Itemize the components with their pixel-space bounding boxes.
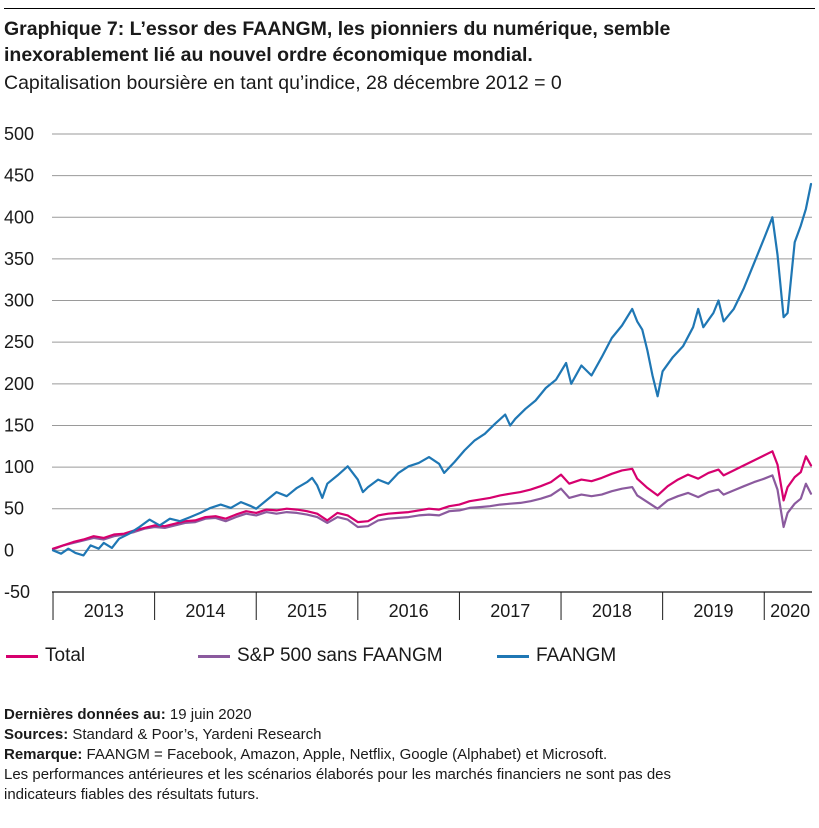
y-tick-label: -50 [4,582,30,602]
note-sources-label: Sources: [4,726,69,743]
note-remark: Remarque: FAANGM = Facebook, Amazon, App… [4,745,814,765]
line-chart: -50 0 50 100 150 200 250 300 350 400 450 500 2013 201… [4,124,813,621]
legend-swatch-faangm [497,654,529,658]
x-tick-label: 2014 [185,601,225,621]
note-sources-value: Standard & Poor’s, Yardeni Research [68,726,322,743]
legend-label-sp500: S&P 500 sans FAANGM [237,645,443,666]
series-line-faangm [51,182,813,557]
legend-swatch-sp500 [198,654,230,658]
x-tick-label: 2013 [84,601,124,621]
legend: Total S&P 500 sans FAANGM FAANGM [0,645,819,671]
legend-item-sp500: S&P 500 sans FAANGM [198,645,443,667]
x-tick-label: 2019 [693,601,733,621]
legend-label-total: Total [45,645,86,666]
top-rule [4,8,815,9]
x-tick-label: 2020 [770,601,810,621]
y-tick-label: 0 [4,540,14,560]
note-remark-label: Remarque: [4,746,83,763]
chart-title: Graphique 7: L’essor des FAANGM, les pio… [4,18,671,66]
note-last-data-value: 19 juin 2020 [165,706,252,723]
x-tick-label: 2018 [592,601,632,621]
note-remark-value: FAANGM = Facebook, Amazon, Apple, Netfli… [82,746,608,763]
footnotes: Dernières données au: 19 juin 2020 Sourc… [4,705,814,805]
legend-item-total: Total [6,645,85,667]
legend-item-faangm: FAANGM [497,645,616,667]
y-tick-label: 250 [4,332,34,352]
note-disclaimer-1: Les performances antérieures et les scén… [4,766,672,783]
legend-swatch-total [6,654,38,658]
note-last-data-label: Dernières données au: [4,706,166,723]
y-tick-label: 450 [4,166,34,186]
note-disclaimer-2: indicateurs fiables des résultats futurs… [4,786,260,803]
y-tick-label: 150 [4,415,34,435]
y-tick-label: 300 [4,291,34,311]
note-sources: Sources: Standard & Poor’s, Yardeni Rese… [4,725,814,745]
series-line-total [51,450,813,550]
x-tick-label: 2015 [287,601,327,621]
note-last-data: Dernières données au: 19 juin 2020 [4,705,814,725]
y-tick-label: 500 [4,124,34,144]
y-tick-label: 50 [4,499,24,519]
y-tick-label: 100 [4,457,34,477]
y-tick-label: 400 [4,207,34,227]
chart-subtitle: Capitalisation boursière en tant qu’indi… [4,72,562,94]
series-line-sp500 [51,474,813,551]
y-tick-label: 350 [4,249,34,269]
x-tick-label: 2017 [490,601,530,621]
legend-label-faangm: FAANGM [536,645,617,666]
x-tick-label: 2016 [389,601,429,621]
y-tick-label: 200 [4,374,34,394]
